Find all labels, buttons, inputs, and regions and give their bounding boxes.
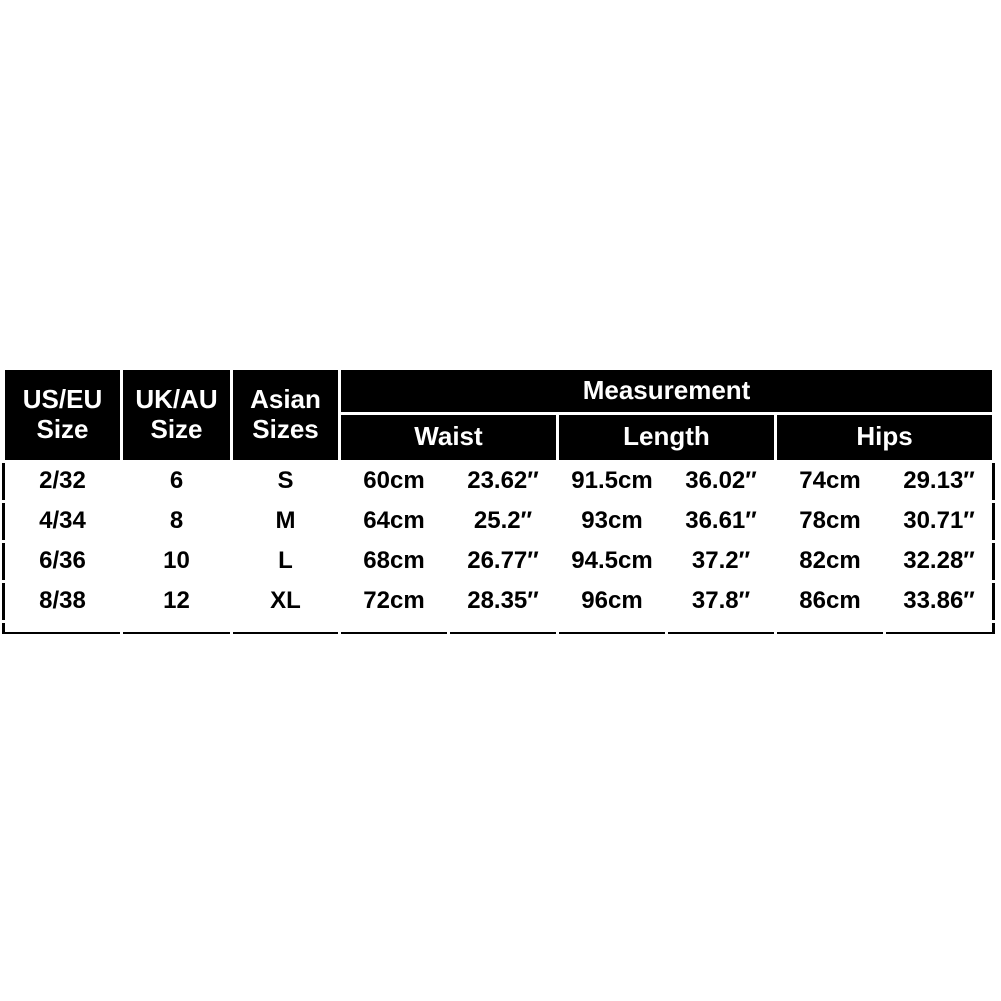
cell-length-cm: 94.5cm [558, 541, 667, 581]
cell-waist-cm: 60cm [340, 461, 449, 501]
cell-length-in: 37.2″ [667, 541, 776, 581]
cell-asian: S [232, 461, 340, 501]
cell-hips-in: 32.28″ [885, 541, 994, 581]
table-row: 6/36 10 L 68cm 26.77″ 94.5cm 37.2″ 82cm … [4, 541, 994, 581]
table-row: 4/34 8 M 64cm 25.2″ 93cm 36.61″ 78cm 30.… [4, 501, 994, 541]
cell-hips-cm: 86cm [776, 581, 885, 621]
cell-waist-in: 26.77″ [449, 541, 558, 581]
cell-length-cm: 91.5cm [558, 461, 667, 501]
header-asian-line2: Sizes [252, 414, 319, 444]
header-length: Length [558, 413, 776, 461]
header-asian-line1: Asian [250, 384, 321, 414]
cell-hips-in: 29.13″ [885, 461, 994, 501]
table-row: 2/32 6 S 60cm 23.62″ 91.5cm 36.02″ 74cm … [4, 461, 994, 501]
cell-us-eu: 8/38 [4, 581, 122, 621]
cell-asian: L [232, 541, 340, 581]
cell-hips-in: 33.86″ [885, 581, 994, 621]
header-us-eu-line2: Size [36, 414, 88, 444]
table-row: 8/38 12 XL 72cm 28.35″ 96cm 37.8″ 86cm 3… [4, 581, 994, 621]
header-uk-au: UK/AU Size [122, 368, 232, 461]
cell-waist-cm: 68cm [340, 541, 449, 581]
cell-waist-in: 23.62″ [449, 461, 558, 501]
cell-length-in: 36.02″ [667, 461, 776, 501]
cell-asian: M [232, 501, 340, 541]
table-trailing-row [4, 621, 994, 633]
cell-us-eu: 2/32 [4, 461, 122, 501]
header-row-1: US/EU Size UK/AU Size Asian Sizes Measur… [4, 368, 994, 413]
cell-hips-cm: 74cm [776, 461, 885, 501]
cell-us-eu: 4/34 [4, 501, 122, 541]
cell-asian: XL [232, 581, 340, 621]
cell-waist-in: 25.2″ [449, 501, 558, 541]
header-us-eu: US/EU Size [4, 368, 122, 461]
cell-waist-in: 28.35″ [449, 581, 558, 621]
cell-waist-cm: 72cm [340, 581, 449, 621]
cell-length-in: 36.61″ [667, 501, 776, 541]
cell-uk-au: 10 [122, 541, 232, 581]
cell-uk-au: 12 [122, 581, 232, 621]
cell-us-eu: 6/36 [4, 541, 122, 581]
cell-hips-cm: 78cm [776, 501, 885, 541]
cell-hips-in: 30.71″ [885, 501, 994, 541]
header-waist: Waist [340, 413, 558, 461]
header-measurement: Measurement [340, 368, 994, 413]
cell-length-cm: 93cm [558, 501, 667, 541]
header-uk-au-line2: Size [150, 414, 202, 444]
header-asian: Asian Sizes [232, 368, 340, 461]
cell-length-in: 37.8″ [667, 581, 776, 621]
cell-uk-au: 6 [122, 461, 232, 501]
cell-uk-au: 8 [122, 501, 232, 541]
cell-length-cm: 96cm [558, 581, 667, 621]
header-us-eu-line1: US/EU [23, 384, 102, 414]
header-uk-au-line1: UK/AU [135, 384, 217, 414]
cell-waist-cm: 64cm [340, 501, 449, 541]
size-chart-body: 2/32 6 S 60cm 23.62″ 91.5cm 36.02″ 74cm … [4, 461, 994, 633]
header-hips: Hips [776, 413, 994, 461]
size-chart-table: US/EU Size UK/AU Size Asian Sizes Measur… [2, 367, 995, 634]
cell-hips-cm: 82cm [776, 541, 885, 581]
